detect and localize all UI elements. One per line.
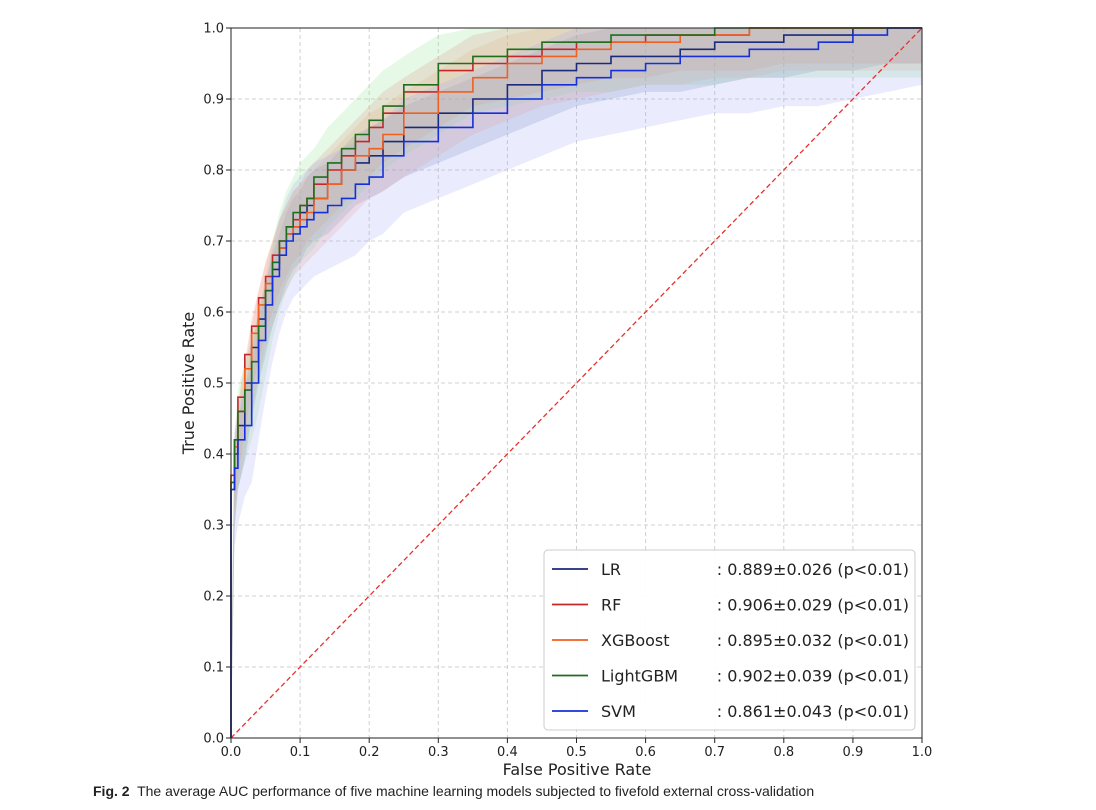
legend-label-rf: RF <box>601 596 621 615</box>
legend-label-lightgbm: LightGBM <box>601 667 678 686</box>
x-tick-label: 0.0 <box>221 745 242 760</box>
y-axis-label: True Positive Rate <box>179 312 198 456</box>
figure-label: Fig. 2 <box>93 783 130 799</box>
y-tick-label: 0.2 <box>203 590 224 605</box>
y-tick-label: 0.1 <box>203 661 224 676</box>
x-tick-label: 0.9 <box>843 745 864 760</box>
x-tick-label: 0.6 <box>635 745 656 760</box>
y-tick-label: 0.5 <box>203 377 224 392</box>
x-tick-label: 0.2 <box>359 745 380 760</box>
legend-auc-xgboost: : 0.895±0.032 (p<0.01) <box>717 631 909 650</box>
curve-xgboost <box>230 27 922 738</box>
x-tick-label: 0.5 <box>566 745 587 760</box>
x-axis-label: False Positive Rate <box>503 760 652 779</box>
y-tick-label: 0.6 <box>203 306 224 321</box>
legend-auc-lr: : 0.889±0.026 (p<0.01) <box>717 560 909 579</box>
y-tick-label: 0.7 <box>203 235 224 250</box>
y-tick-label: 0.9 <box>203 93 224 108</box>
figure-caption-text: The average AUC performance of five mach… <box>137 783 815 799</box>
y-tick-label: 1.0 <box>203 22 224 37</box>
legend-label-lr: LR <box>601 560 621 579</box>
x-tick-label: 0.8 <box>773 745 794 760</box>
legend-box <box>543 549 916 731</box>
confidence-bands <box>231 28 922 738</box>
legend-auc-lightgbm: : 0.902±0.039 (p<0.01) <box>717 667 909 686</box>
chance-diagonal <box>230 27 923 739</box>
curve-svm <box>230 27 922 738</box>
x-tick-label: 1.0 <box>912 745 933 760</box>
figure-caption: Fig. 2 The average AUC performance of fi… <box>93 783 814 799</box>
x-tick-label: 0.7 <box>704 745 725 760</box>
legend-label-xgboost: XGBoost <box>601 631 670 650</box>
legend-auc-rf: : 0.906±0.029 (p<0.01) <box>717 596 909 615</box>
y-axis-ticks: 0.0 0.1 0.2 0.3 0.4 0.5 0.6 0.7 0.8 0.9 1.0 <box>203 22 231 747</box>
legend-auc-svm: : 0.861±0.043 (p<0.01) <box>717 702 909 721</box>
y-tick-label: 0.4 <box>203 448 224 463</box>
chance-line <box>230 27 923 739</box>
band-svm <box>231 28 922 738</box>
x-tick-label: 0.3 <box>428 745 449 760</box>
x-tick-label: 0.4 <box>497 745 518 760</box>
legend-label-svm: SVM <box>601 702 636 721</box>
x-tick-label: 0.1 <box>290 745 311 760</box>
legend: LR : 0.889±0.026 (p<0.01) RF : 0.906±0.029 … <box>543 549 916 731</box>
y-tick-label: 0.0 <box>203 732 224 747</box>
y-tick-label: 0.8 <box>203 164 224 179</box>
roc-curves <box>230 27 922 738</box>
y-tick-label: 0.3 <box>203 519 224 534</box>
x-axis-ticks: 0.0 0.1 0.2 0.3 0.4 0.5 0.6 0.7 0.8 0.9 1.0 <box>221 738 933 760</box>
roc-chart: 0.0 0.1 0.2 0.3 0.4 0.5 0.6 0.7 0.8 0.9 1.0 0.0 0.1… <box>179 22 933 780</box>
